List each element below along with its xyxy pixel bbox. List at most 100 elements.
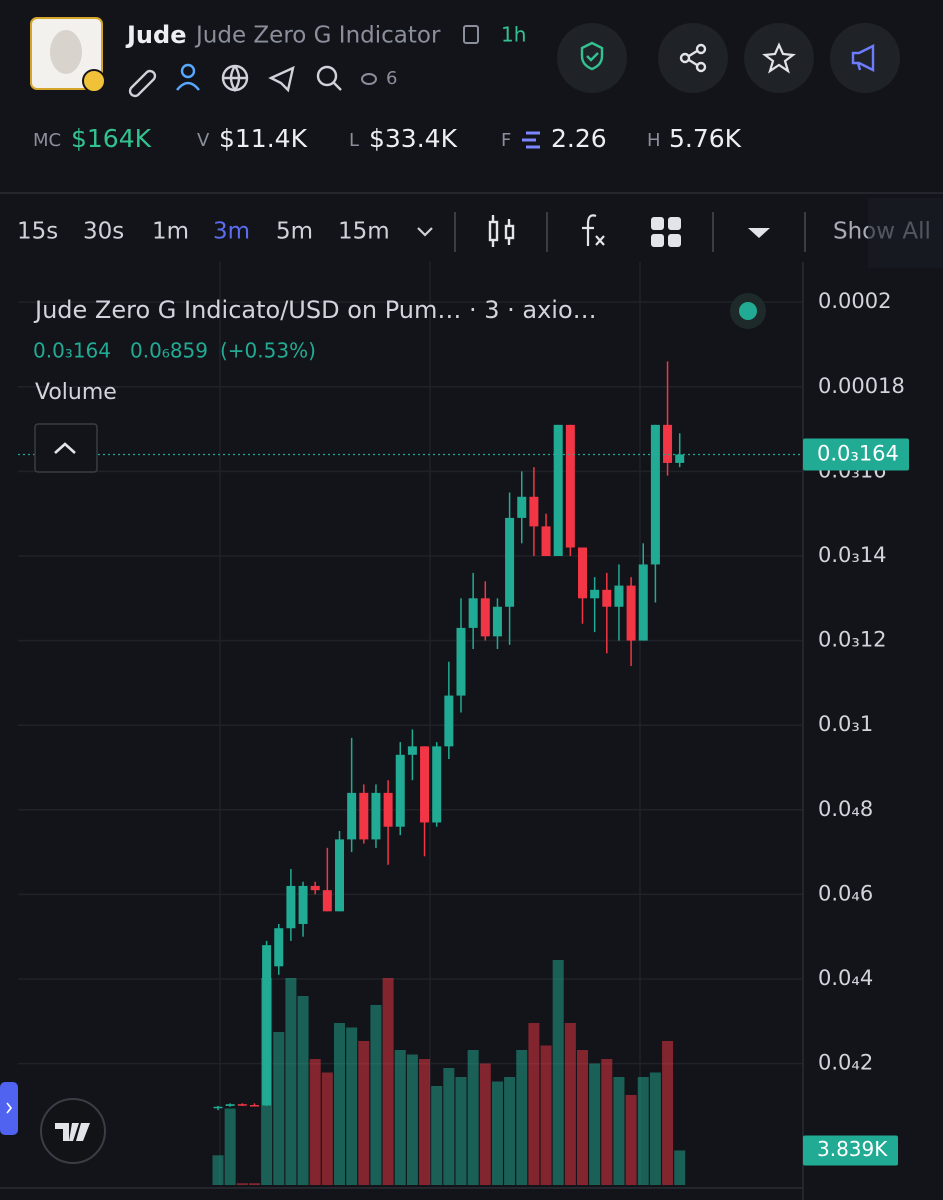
announce-button[interactable] [830, 23, 900, 93]
legend-change: 0.0₆859 [130, 339, 208, 363]
candle-body [237, 1104, 247, 1106]
candle-body [602, 589, 612, 607]
stat-label: H [647, 130, 661, 151]
volume-bar [285, 978, 297, 1185]
volume-bar [625, 1095, 637, 1185]
stat-value: $33.4K [369, 124, 458, 153]
volume-bar [479, 1063, 491, 1185]
megaphone-icon [851, 44, 875, 72]
solana-icon [522, 131, 540, 149]
web-icon-lines [223, 65, 247, 93]
candle-body [359, 792, 369, 840]
volume-bar [564, 1023, 576, 1185]
collapse-icon [54, 442, 76, 454]
volume-bar [601, 1059, 613, 1185]
toolbar-fade [868, 198, 943, 268]
last-price-label: 0.0₃164 [817, 441, 899, 465]
candle-body [638, 564, 648, 641]
volume-bar [224, 1108, 236, 1185]
candle-body [335, 839, 344, 912]
chart: 0.00020.000180.0₃160.0₃140.0₃120.0₃10.0₄… [0, 262, 909, 1200]
stat-value: 2.26 [551, 124, 607, 153]
token-name: Jude Zero G Indicator [194, 23, 441, 49]
timeframe-button[interactable]: 30s [83, 219, 124, 245]
y-tick-label: 0.0₃14 [818, 543, 887, 567]
favorite-button[interactable] [744, 23, 814, 93]
timeframe-button[interactable]: 1m [152, 219, 189, 245]
volume-bar [637, 1077, 649, 1185]
stat-label: MC [33, 130, 61, 151]
side-tab[interactable] [0, 1082, 18, 1135]
candle-body [626, 585, 636, 641]
candle-body [444, 695, 454, 747]
more-dropdown[interactable] [748, 228, 770, 238]
y-tick-label: 0.0₄4 [818, 966, 873, 990]
indicator-icon[interactable] [582, 214, 605, 246]
timeframe-button[interactable]: 15m [338, 219, 390, 245]
volume-bar [443, 1068, 455, 1185]
candle-body [650, 424, 660, 565]
profile-icon-body [176, 81, 200, 91]
volume-bar [346, 1027, 358, 1185]
candle-body [553, 424, 563, 556]
candle-body [590, 589, 600, 599]
volume-bar [334, 1023, 345, 1185]
stats-row: MC $164K V $11.4K L $33.4K F 2.26 H 5.76K [33, 124, 742, 153]
copy-icon[interactable] [463, 25, 479, 44]
timeframe-button[interactable]: 15s [17, 219, 58, 245]
volume-bar [382, 978, 394, 1185]
volume-bar [358, 1041, 370, 1185]
candle-type-icon[interactable] [488, 215, 515, 247]
candle-body [383, 792, 393, 827]
profile-icon[interactable] [180, 63, 196, 79]
share-button[interactable] [658, 23, 728, 93]
telegram-icon[interactable] [268, 65, 295, 93]
y-tick-label: 0.0₃12 [818, 628, 887, 652]
y-tick-label: 0.0₄8 [818, 797, 873, 821]
volume-bar [674, 1150, 686, 1185]
volume-bar [467, 1050, 479, 1185]
volume-bar [212, 1155, 224, 1185]
volume-bar [236, 1183, 248, 1185]
volume-bar [309, 1059, 321, 1185]
candle-body [468, 598, 478, 628]
candle-body [480, 598, 490, 637]
candle-body [322, 890, 332, 912]
search-icon-handle [333, 82, 342, 91]
collapse-button[interactable] [34, 423, 98, 473]
legend-change-pct: (+0.53%) [220, 339, 316, 363]
volume-bar [394, 1050, 406, 1185]
search-icon[interactable] [316, 65, 338, 87]
volume-bar [589, 1063, 601, 1185]
volume-bar [297, 996, 309, 1185]
layout-icon[interactable] [651, 217, 681, 247]
candle-body [347, 792, 357, 840]
candle-body [432, 746, 442, 823]
last-volume-label: 3.839K [817, 1137, 888, 1161]
y-tick-label: 0.0₄2 [818, 1051, 873, 1075]
volume-bar [504, 1077, 516, 1185]
timeframe-dropdown[interactable] [417, 227, 433, 237]
candle-body [614, 585, 624, 607]
candle-body [213, 1106, 223, 1109]
token-age: 1h [501, 23, 526, 47]
candle-body [286, 885, 296, 929]
volume-bar [552, 960, 564, 1185]
timeframe-button[interactable]: 5m [276, 219, 313, 245]
volume-bar [528, 1023, 540, 1185]
y-tick-label: 0.0002 [818, 289, 891, 313]
last-volume-tag [803, 1135, 898, 1166]
stat-label: F [501, 130, 511, 151]
candle-body [492, 606, 502, 637]
stat-value: 5.76K [669, 124, 742, 153]
candle-body [249, 1105, 259, 1107]
status-dot [739, 302, 757, 320]
volume-bar [248, 1183, 260, 1185]
candle-body [310, 885, 320, 891]
link-icon[interactable] [128, 69, 157, 98]
volume-bar [649, 1072, 661, 1185]
star-icon [762, 42, 796, 74]
timeframe-button[interactable]: 3m [213, 219, 250, 245]
